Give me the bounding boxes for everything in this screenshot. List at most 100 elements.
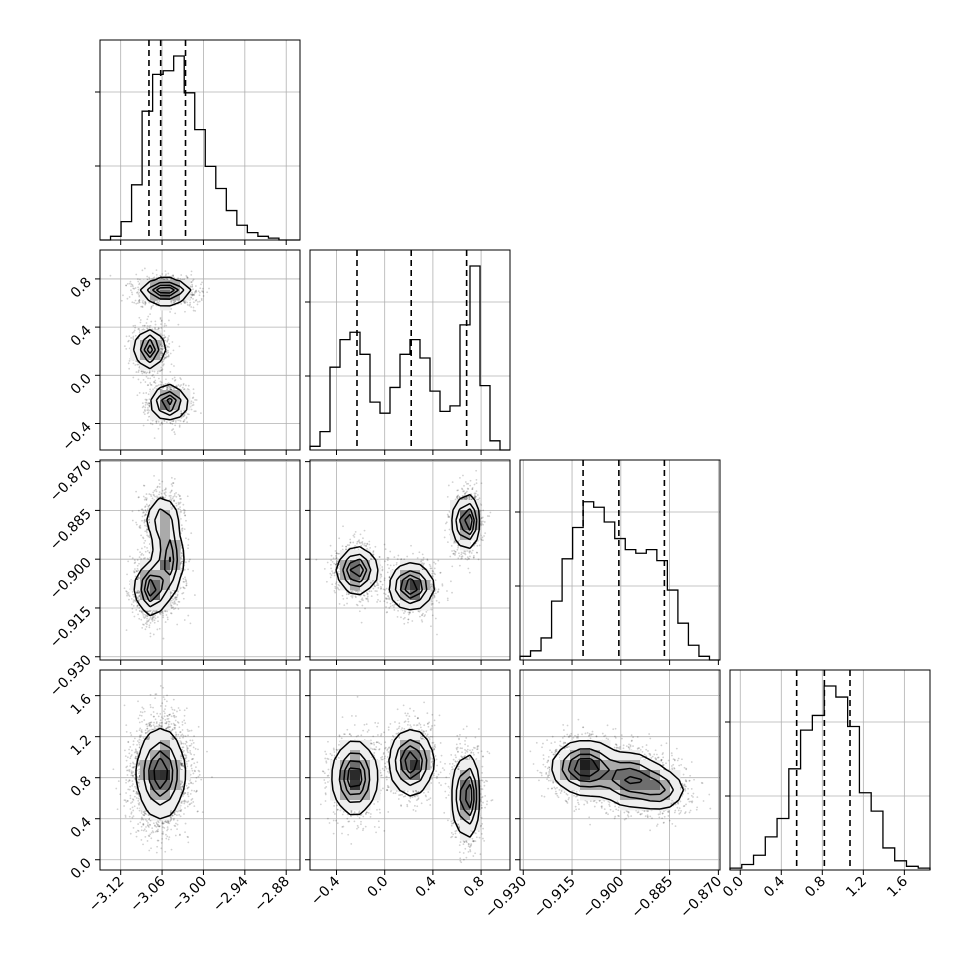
sample-point xyxy=(180,524,183,527)
sample-point xyxy=(137,596,140,598)
sample-point xyxy=(146,409,149,412)
density-cell xyxy=(140,350,151,361)
sample-point xyxy=(180,302,183,305)
sample-point xyxy=(155,422,158,424)
sample-point xyxy=(188,304,191,307)
sample-point xyxy=(161,352,164,355)
sample-point xyxy=(141,305,144,308)
sample-point xyxy=(144,302,147,305)
sample-point xyxy=(144,303,147,306)
sample-point xyxy=(133,331,135,333)
y-tick-label: 0.8 xyxy=(68,274,95,301)
sample-point xyxy=(147,377,149,380)
sample-point xyxy=(135,609,138,611)
sample-point xyxy=(166,345,169,348)
sample-point xyxy=(172,274,174,277)
sample-point xyxy=(129,555,131,558)
sample-point xyxy=(145,322,148,324)
sample-point xyxy=(128,296,131,298)
sample-point xyxy=(136,278,139,281)
sample-point xyxy=(144,301,146,303)
sample-point xyxy=(142,616,145,618)
sample-point xyxy=(156,485,159,488)
sample-point xyxy=(170,606,173,609)
sample-point xyxy=(173,387,176,390)
sample-point xyxy=(191,286,193,288)
sample-point xyxy=(109,274,112,277)
sample-point xyxy=(145,614,148,617)
sample-point xyxy=(166,386,169,389)
density-cell xyxy=(160,390,171,401)
sample-point xyxy=(142,302,145,305)
sample-point xyxy=(192,401,195,404)
sample-point xyxy=(195,291,198,293)
sample-point xyxy=(200,297,203,300)
sample-point xyxy=(162,616,165,619)
contour-line xyxy=(132,276,192,421)
sample-point xyxy=(163,337,165,340)
sample-point xyxy=(137,371,140,373)
sample-point xyxy=(148,618,151,621)
sample-point xyxy=(184,301,186,304)
sample-point xyxy=(154,610,157,613)
sample-point xyxy=(132,324,135,327)
sample-point xyxy=(171,485,174,487)
sample-point xyxy=(160,347,163,350)
sample-point xyxy=(149,388,152,391)
sample-point xyxy=(165,356,167,359)
sample-point xyxy=(144,513,147,516)
sample-point xyxy=(148,278,151,280)
sample-point xyxy=(133,329,136,332)
density-cell xyxy=(180,290,191,301)
sample-point xyxy=(174,596,177,598)
sample-point xyxy=(164,336,166,339)
sample-point xyxy=(130,291,133,294)
sample-point xyxy=(163,322,166,325)
sample-point xyxy=(186,413,189,415)
sample-point xyxy=(153,381,156,383)
sample-point xyxy=(159,278,161,281)
sample-point xyxy=(169,387,171,390)
x-tick-label: 0.4 xyxy=(761,873,788,900)
sample-point xyxy=(177,501,180,504)
sample-point xyxy=(160,381,163,384)
sample-point xyxy=(149,422,152,425)
sample-point xyxy=(148,276,151,279)
sample-point xyxy=(167,387,170,390)
sample-point xyxy=(154,320,157,323)
sample-point xyxy=(156,486,159,489)
sample-point xyxy=(129,280,132,283)
sample-point xyxy=(133,571,136,574)
sample-point xyxy=(154,382,157,384)
sample-point xyxy=(141,301,144,304)
sample-point xyxy=(134,600,137,603)
sample-point xyxy=(131,331,134,334)
sample-point xyxy=(155,274,158,276)
sample-point xyxy=(135,302,138,305)
sample-point xyxy=(164,496,166,499)
sample-point xyxy=(134,575,137,578)
sample-point xyxy=(177,590,180,593)
sample-point xyxy=(180,517,182,520)
sample-point xyxy=(127,340,129,343)
sample-point xyxy=(177,507,180,510)
sample-point xyxy=(138,609,141,612)
sample-point xyxy=(138,299,141,301)
sample-point xyxy=(200,299,203,302)
sample-point xyxy=(169,370,172,373)
sample-point xyxy=(130,283,133,286)
sample-point xyxy=(172,349,175,352)
sample-point xyxy=(137,286,139,289)
sample-point xyxy=(160,327,163,329)
sample-point xyxy=(138,392,141,394)
sample-point xyxy=(160,320,163,323)
sample-point xyxy=(133,570,135,573)
sample-point xyxy=(142,511,144,514)
sample-point xyxy=(144,301,147,303)
sample-point xyxy=(190,400,193,403)
sample-point xyxy=(148,402,151,405)
panel-frame xyxy=(309,249,511,451)
sample-point xyxy=(161,611,164,614)
sample-point xyxy=(159,388,162,391)
sample-point xyxy=(194,299,197,302)
